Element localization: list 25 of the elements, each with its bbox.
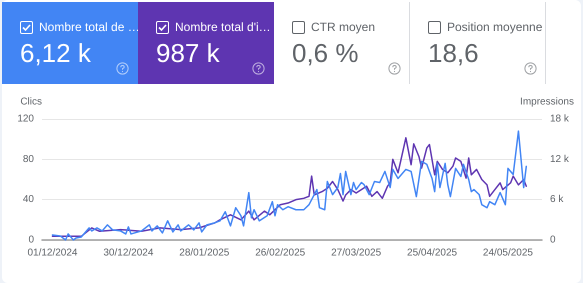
x-tick-label: 30/12/2024 [103,248,154,258]
x-tick-label: 01/12/2024 [27,248,78,258]
y2-tick-label: 6 k [550,194,564,206]
x-tick-label: 26/02/2025 [255,248,306,258]
y-axis-title: Clics [20,96,42,108]
y-tick-label: 40 [22,194,34,206]
text: 987 k [156,38,220,69]
text: 18,6 [428,38,479,69]
text: Position moyenne [447,20,542,34]
text: 6,12 k [20,38,91,69]
y-tick-label: 80 [22,154,34,165]
y-tick-label: 0 [28,234,34,246]
y2-tick-label: 0 [550,234,556,246]
x-tick-label: 24/05/2025 [482,248,534,258]
x-tick-label: 28/01/2025 [179,248,230,258]
y-tick-label: 120 [17,114,34,124]
text: CTR moyen [311,20,376,34]
text: Nombre total de … [39,20,140,34]
y2-tick-label: 18 k [550,114,570,124]
text: 0,6 % [292,38,358,69]
y2-axis-title: Impressions [520,96,574,108]
y2-tick-label: 12 k [550,154,570,165]
text: Nombre total d'i… [175,20,271,34]
x-tick-label: 25/04/2025 [407,248,458,258]
x-tick-label: 27/03/2025 [331,248,382,258]
